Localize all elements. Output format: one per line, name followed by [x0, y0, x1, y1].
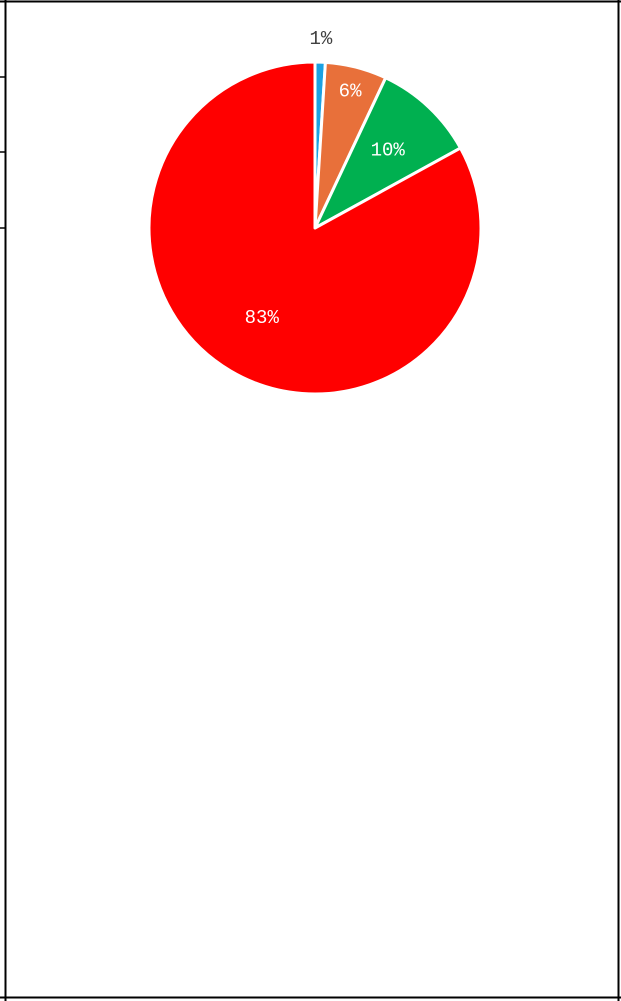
pie-chart: 1% 6% 10% 83% [147, 28, 483, 396]
pie-slice-3 [313, 76, 462, 230]
pie-label-4: 83% [245, 307, 280, 329]
pie-slice-4 [147, 60, 483, 396]
pie-label-2: 6% [339, 80, 362, 102]
pie-label-1: 1% [310, 28, 333, 50]
pie-label-3: 10% [371, 140, 406, 162]
